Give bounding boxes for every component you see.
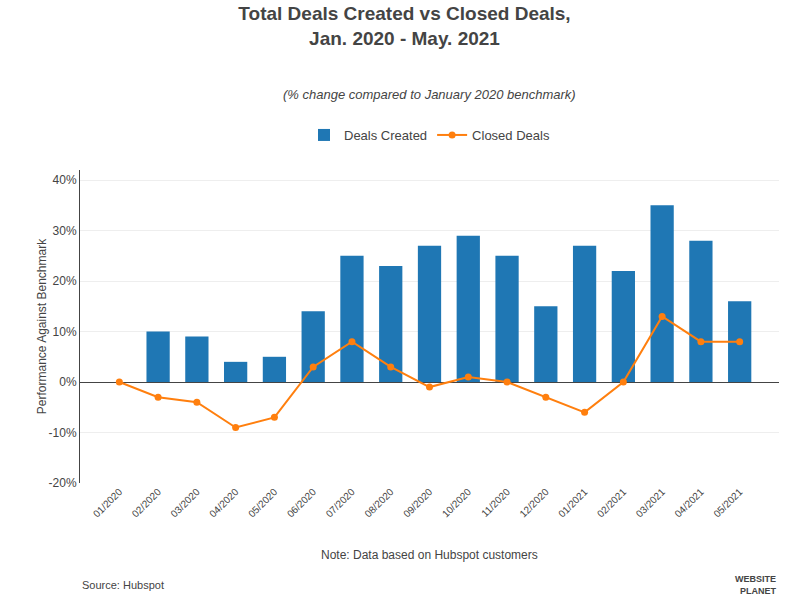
svg-text:03/2021: 03/2021	[634, 486, 668, 520]
svg-text:Deals Created: Deals Created	[344, 128, 427, 143]
svg-text:Note: Data based on Hubspot cu: Note: Data based on Hubspot customers	[321, 548, 538, 562]
svg-text:Source: Hubspot: Source: Hubspot	[82, 579, 164, 591]
svg-text:Closed Deals: Closed Deals	[472, 128, 550, 143]
svg-text:08/2020: 08/2020	[362, 486, 396, 520]
svg-text:05/2020: 05/2020	[246, 486, 280, 520]
svg-text:04/2021: 04/2021	[673, 486, 707, 520]
svg-text:06/2020: 06/2020	[285, 486, 319, 520]
svg-text:WEBSITEPLANET: WEBSITEPLANET	[735, 574, 777, 596]
svg-text:02/2021: 02/2021	[595, 486, 629, 520]
svg-text:10/2020: 10/2020	[440, 486, 474, 520]
svg-text:-20%: -20%	[49, 476, 77, 490]
svg-text:Performance Against Benchmark: Performance Against Benchmark	[35, 238, 49, 414]
svg-text:09/2020: 09/2020	[401, 486, 435, 520]
svg-text:0%: 0%	[59, 375, 77, 389]
svg-text:04/2020: 04/2020	[207, 486, 241, 520]
svg-text:-10%: -10%	[49, 426, 77, 440]
svg-text:07/2020: 07/2020	[324, 486, 358, 520]
svg-text:01/2021: 01/2021	[556, 486, 590, 520]
svg-text:20%: 20%	[53, 274, 77, 288]
svg-text:Total Deals Created vs Closed: Total Deals Created vs Closed Deals,Jan.…	[238, 3, 570, 49]
svg-text:10%: 10%	[53, 325, 77, 339]
svg-text:11/2020: 11/2020	[479, 486, 512, 519]
svg-text:(% change compared to January: (% change compared to January 2020 bench…	[283, 87, 576, 102]
svg-text:01/2020: 01/2020	[91, 486, 125, 520]
svg-text:40%: 40%	[53, 173, 77, 187]
svg-text:30%: 30%	[53, 224, 77, 238]
svg-text:05/2021: 05/2021	[711, 486, 745, 520]
svg-text:03/2020: 03/2020	[168, 486, 202, 520]
svg-text:12/2020: 12/2020	[517, 486, 551, 520]
svg-text:02/2020: 02/2020	[130, 486, 164, 520]
